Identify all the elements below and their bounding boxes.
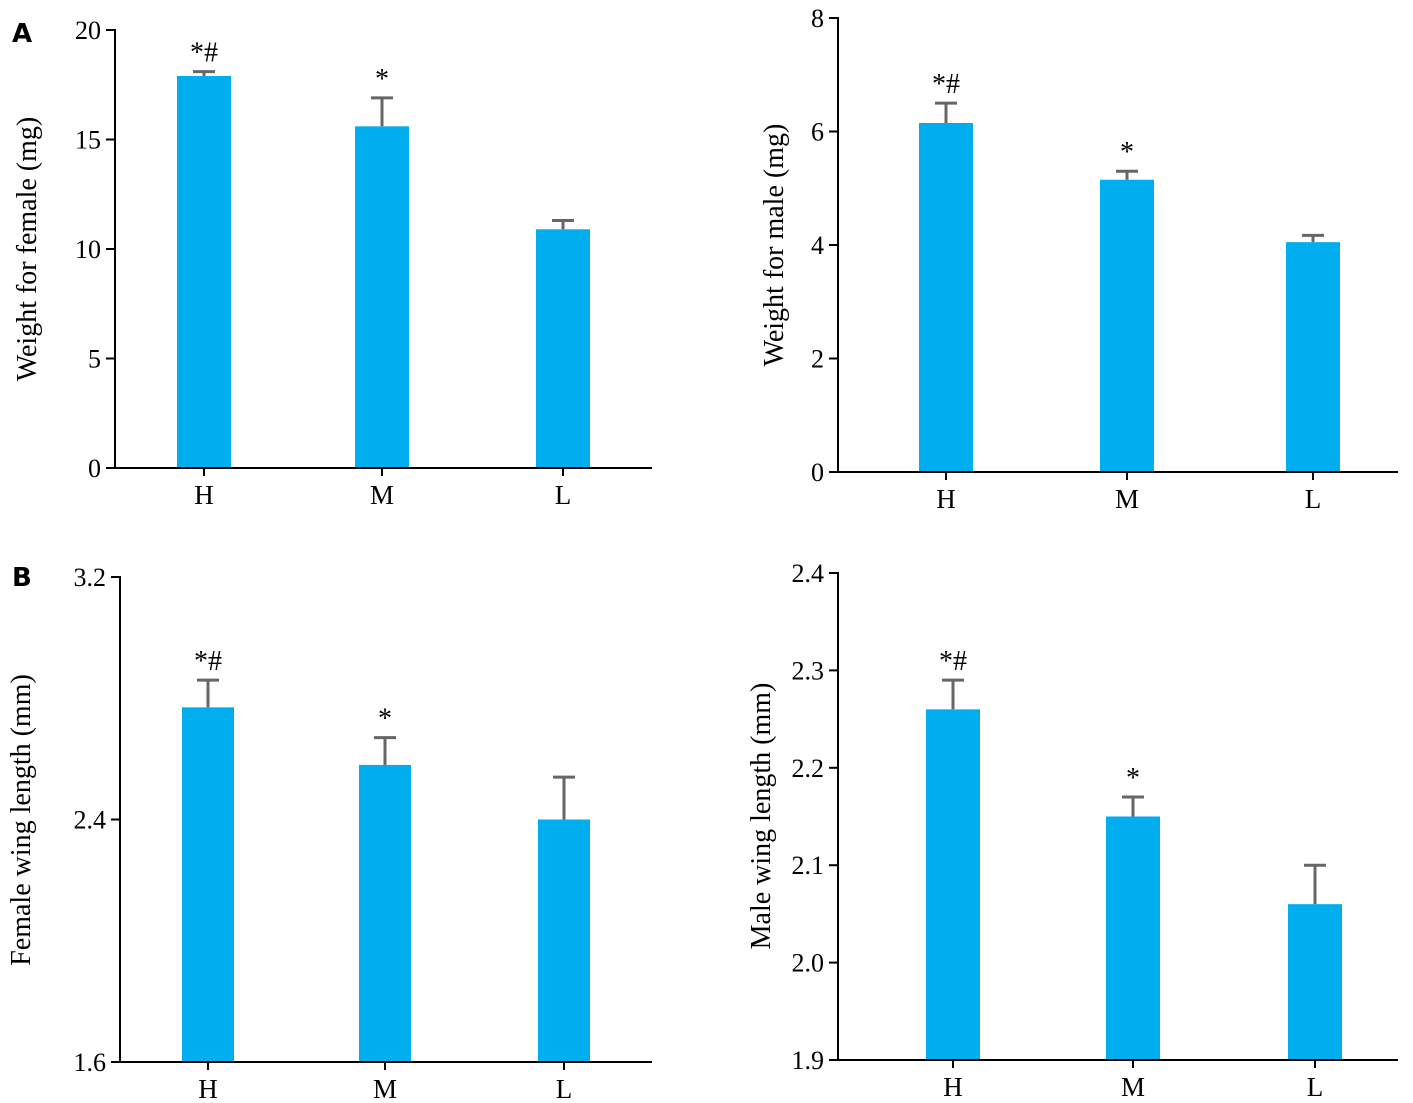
x-tick-label-H: H (943, 1072, 963, 1102)
bar-H (182, 707, 234, 1062)
bar-L (536, 229, 590, 468)
significance-label-M: * (378, 704, 392, 735)
y-axis-title: Male wing length (mm) (746, 683, 777, 950)
y-tick-label: 0 (811, 458, 824, 487)
y-tick-label: 0 (88, 454, 101, 483)
y-axis-title: Weight for male (mg) (759, 124, 790, 367)
bar-L (1288, 904, 1342, 1060)
bar-M (359, 764, 411, 1062)
y-tick-label: 2 (811, 345, 824, 374)
x-tick-label-H: H (194, 480, 214, 510)
y-tick-label: 1.9 (792, 1046, 825, 1075)
x-tick-label-L: L (1307, 1072, 1324, 1102)
significance-label-H: *# (194, 646, 222, 677)
y-tick-label: 2.0 (792, 949, 825, 978)
y-tick-label: 5 (88, 345, 101, 374)
y-tick-label: 2.3 (792, 656, 825, 685)
y-tick-label: 3.2 (74, 563, 107, 592)
chart-female-weight: *# * 0 5 10 15 20 H M L Weight for female (mg) (12, 16, 652, 510)
y-tick-label: 2.1 (792, 851, 825, 880)
y-tick-label: 15 (75, 126, 101, 155)
x-tick-label-M: M (1121, 1072, 1145, 1102)
significance-label-M: * (375, 64, 389, 95)
bar-M (1100, 179, 1154, 473)
significance-label-H: *# (932, 69, 960, 100)
bar-L (538, 819, 590, 1062)
x-tick-label-H: H (198, 1074, 218, 1103)
y-tick-label: 20 (75, 16, 101, 45)
y-tick-label: 4 (811, 231, 824, 260)
y-tick-label: 2.4 (74, 806, 107, 835)
panel-letter-b: B (12, 563, 32, 593)
y-tick-label: 8 (811, 4, 824, 33)
y-axis-title: Female wing length (mm) (6, 674, 37, 966)
x-tick-label-M: M (373, 1074, 397, 1103)
x-tick-label-L: L (555, 480, 572, 510)
bar-H (177, 75, 231, 469)
y-tick-label: 2.4 (792, 559, 825, 588)
significance-label-M: * (1126, 763, 1140, 794)
chart-male-weight: *# * 0 2 4 6 8 H M L Weight for male (mg) (759, 4, 1398, 514)
significance-label-M: * (1120, 137, 1134, 168)
significance-label-H: *# (939, 646, 967, 677)
bar-H (926, 709, 980, 1060)
y-tick-label: 1.6 (74, 1048, 107, 1077)
bar-L (1286, 242, 1340, 472)
chart-male-wing-length: *# * 1.9 2.0 2.1 2.2 2.3 2.4 H M L Male wing length… (746, 559, 1398, 1102)
y-axis-title: Weight for female (mg) (12, 117, 43, 381)
y-tick-label: 2.2 (792, 754, 825, 783)
bar-M (355, 126, 409, 469)
significance-label-H: *# (190, 38, 218, 69)
chart-female-wing-length: *# * 1.6 2.4 3.2 H M L Female wing length (mm) (6, 563, 652, 1103)
x-tick-label-M: M (370, 480, 394, 510)
bar-H (919, 122, 973, 473)
x-tick-label-H: H (936, 484, 956, 514)
y-tick-label: 10 (75, 235, 101, 264)
panel-letter-a: A (12, 19, 32, 49)
y-tick-label: 6 (811, 118, 824, 147)
x-tick-label-L: L (1305, 484, 1322, 514)
x-tick-label-M: M (1115, 484, 1139, 514)
x-tick-label-L: L (556, 1074, 573, 1103)
bar-M (1106, 816, 1160, 1060)
